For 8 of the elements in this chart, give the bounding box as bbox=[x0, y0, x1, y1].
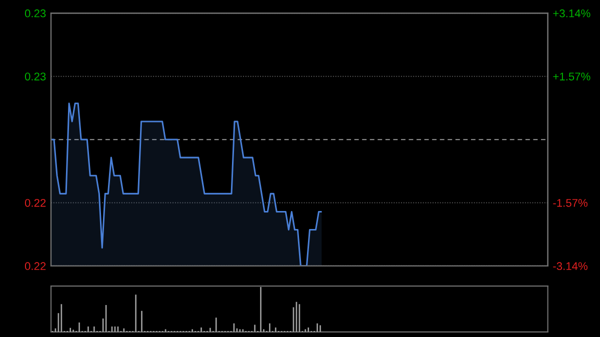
y-tick-label: 0.22 bbox=[24, 262, 46, 270]
y-tick-label: 0.23 bbox=[24, 9, 46, 18]
y2-tick-label: +3.14% bbox=[553, 9, 590, 18]
y2-tick-label: -3.14% bbox=[553, 262, 588, 270]
y2-tick-label: -1.57% bbox=[553, 199, 588, 207]
y-tick-label: 0.23 bbox=[24, 72, 46, 80]
y2-tick-label: +1.57% bbox=[553, 72, 590, 80]
y-tick-label: 0.22 bbox=[24, 198, 46, 207]
